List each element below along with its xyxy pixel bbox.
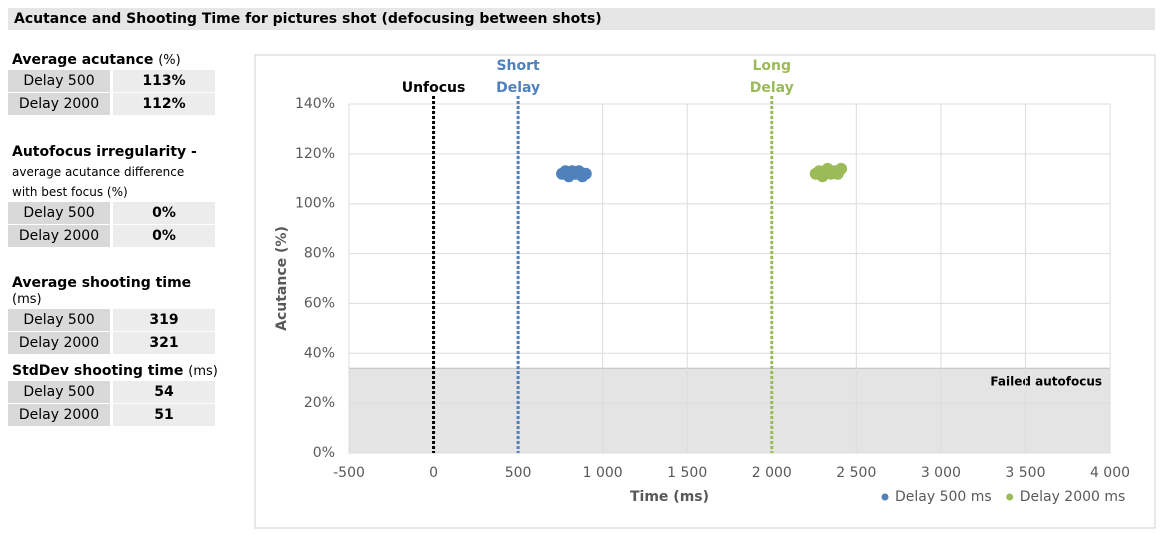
y-axis-title: Acutance (%) [274, 226, 290, 331]
stats-section: Average acutance (%) Delay 500 113% Delay 2… [8, 52, 218, 116]
section-title: Average acutance (%) [12, 52, 218, 68]
y-tick-label: 0% [313, 445, 335, 461]
legend-marker [881, 493, 889, 501]
x-tick-label: 2 500 [836, 465, 876, 481]
x-tick-label: 3 500 [1005, 465, 1045, 481]
section-title: Autofocus irregularity - [12, 144, 218, 160]
section-unit: (ms) [188, 364, 218, 379]
stats-row: Delay 2000 321 [8, 332, 218, 354]
data-point [835, 162, 848, 175]
row-label: Delay 2000 [8, 225, 110, 247]
stats-row: Delay 500 319 [8, 309, 218, 331]
row-label: Delay 2000 [8, 93, 110, 115]
section-note: with best focus (%) [12, 185, 128, 199]
x-axis-title: Time (ms) [630, 489, 709, 505]
row-label: Delay 500 [8, 70, 110, 92]
legend-label: Delay 2000 ms [1020, 489, 1126, 505]
row-label: Delay 500 [8, 381, 110, 403]
stats-row: Delay 2000 112% [8, 93, 218, 115]
y-tick-label: 20% [304, 395, 335, 411]
row-value: 113% [113, 70, 215, 92]
failed-band [348, 367, 1111, 454]
y-tick-label: 60% [304, 295, 335, 311]
x-tick-label: 0 [429, 465, 438, 481]
y-tick-label: 120% [295, 146, 335, 162]
legend-marker [1006, 493, 1014, 501]
stats-row: Delay 500 0% [8, 202, 218, 224]
section-title-text: StdDev shooting time [12, 363, 184, 379]
x-tick-label: 2 000 [752, 465, 792, 481]
reference-label: Short [496, 58, 540, 74]
stats-row: Delay 500 54 [8, 381, 218, 403]
y-tick-label: 80% [304, 246, 335, 262]
stats-row: Delay 2000 0% [8, 225, 218, 247]
row-label: Delay 2000 [8, 332, 110, 354]
reference-label: Delay [496, 80, 540, 96]
row-value: 112% [113, 93, 215, 115]
row-value: 54 [113, 381, 215, 403]
section-unit: (ms) [12, 292, 42, 307]
x-tick-label: 1 000 [583, 465, 623, 481]
reference-label: Delay [750, 80, 794, 96]
row-value: 0% [113, 225, 215, 247]
x-tick-label: 4 000 [1090, 465, 1130, 481]
stats-row: Delay 500 113% [8, 70, 218, 92]
row-value: 0% [113, 202, 215, 224]
section-unit: (%) [158, 53, 181, 68]
section-title-text: Autofocus irregularity - [12, 144, 197, 160]
section-title-text: Average shooting time [12, 275, 192, 291]
stats-section: StdDev shooting time (ms) Delay 500 54 Dela… [8, 363, 218, 427]
row-value: 319 [113, 309, 215, 331]
row-label: Delay 500 [8, 309, 110, 331]
stats-section: Average shooting time (ms) Delay 500 319 De… [8, 275, 218, 355]
reference-label: Unfocus [402, 80, 466, 96]
section-title: StdDev shooting time (ms) [12, 363, 218, 379]
x-tick-label: 500 [505, 465, 532, 481]
page-title: Acutance and Shooting Time for pictures … [8, 8, 1155, 30]
x-tick-label: 3 000 [921, 465, 961, 481]
legend-label: Delay 500 ms [895, 489, 992, 505]
row-value: 51 [113, 404, 215, 426]
band-label: Failed autofocus [990, 375, 1102, 389]
section-note: average acutance difference [12, 165, 185, 179]
reference-label: Long [753, 58, 792, 74]
x-tick-label: 1 500 [667, 465, 707, 481]
x-tick-label: -500 [333, 465, 365, 481]
stats-row: Delay 2000 51 [8, 404, 218, 426]
y-tick-label: 40% [304, 345, 335, 361]
row-label: Delay 2000 [8, 404, 110, 426]
chart-frame [254, 54, 1156, 529]
row-value: 321 [113, 332, 215, 354]
row-label: Delay 500 [8, 202, 110, 224]
stats-section: Autofocus irregularity - average acutance… [8, 144, 218, 248]
section-title: Average shooting time (ms) [12, 275, 218, 307]
section-title-text: Average acutance [12, 52, 154, 68]
y-tick-label: 140% [295, 96, 335, 112]
data-point [579, 167, 592, 180]
y-tick-label: 100% [295, 196, 335, 212]
